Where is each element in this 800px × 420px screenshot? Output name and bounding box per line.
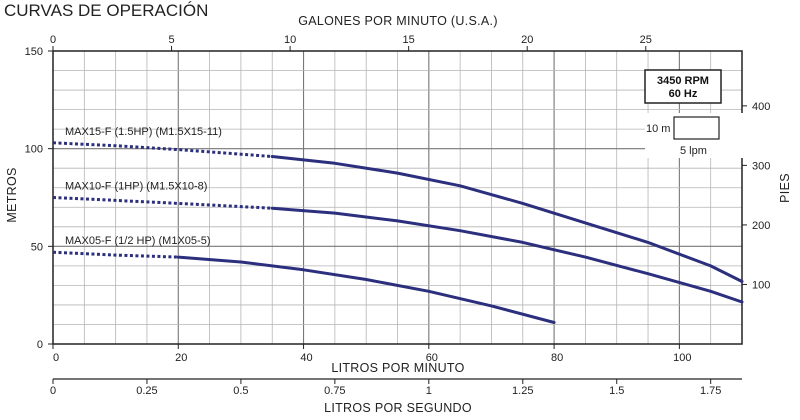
speed-box-frame [644,69,722,104]
left-axis-title: METROS [5,167,19,222]
curve-solid-1 [270,206,744,304]
curve-solid-0 [270,155,744,283]
bottom-tick-label: 20 [175,352,187,364]
scale-key-cell [673,116,720,140]
bottom-axis-ticks: 0 20 40 60 80 100 [52,344,692,364]
curve-dashed-2 [52,250,179,259]
curve-dashed-0 [52,141,273,158]
scale-key-horizontal: 5 lpm [680,145,707,157]
scale-key-vertical: 10 m [646,123,670,135]
left-tick-label: 100 [25,144,43,156]
series-label: MAX05-F (1/2 HP) (M1X05-5) [65,235,210,247]
bottom-tick-label: 60 [426,352,438,364]
lps-tick-label: 0.5 [233,385,248,397]
right-axis-ticks: 100 200 300 400 [742,101,770,291]
speed-hz: 60 Hz [669,88,698,100]
bottom-tick-label: 80 [551,352,563,364]
right-tick-label: 400 [752,101,770,113]
curve-solid-2 [176,255,556,324]
lps-tick-label: 1 [426,385,432,397]
lps-tick-label: 0.75 [324,385,345,397]
bottom-tick-label: 0 [53,352,59,364]
series-label: MAX15-F (1.5HP) (M1.5X15-11) [65,126,222,138]
chart-title: CURVAS DE OPERACIÓN [4,1,208,20]
right-tick-label: 300 [752,160,770,172]
bottom-axis-title: LITROS POR MINUTO [331,361,464,375]
top-tick-label: 20 [521,34,533,46]
bottom-tick-label: 40 [300,352,312,364]
speed-box: 3450 RPM 60 Hz [644,69,722,104]
series-label: MAX10-F (1HP) (M1.5X10-8) [65,181,207,193]
left-tick-label: 50 [31,241,43,253]
top-tick-label: 5 [168,34,174,46]
pump-curves: MAX15-F (1.5HP) (M1.5X15-11) MAX10-F (1HP… [52,126,744,324]
lps-tick-label: 1.75 [700,385,721,397]
lps-axis: 0 0.25 0.5 0.75 1 1.25 1.5 1.75 [50,378,742,397]
speed-rpm: 3450 RPM [657,75,709,87]
grid [53,51,742,344]
left-axis-ticks: 0 50 100 150 [25,46,53,351]
right-tick-label: 100 [752,279,770,291]
top-tick-label: 25 [640,34,652,46]
top-tick-label: 10 [284,34,296,46]
left-tick-label: 150 [25,46,43,58]
top-tick-label: 15 [403,34,415,46]
lps-axis-title: LITROS POR SEGUNDO [324,401,472,415]
curve-dashed-1 [52,196,273,210]
bottom-tick-label: 100 [673,352,691,364]
top-axis-title: GALONES POR MINUTO (U.S.A.) [298,14,498,28]
lps-tick-label: 0.25 [136,385,157,397]
right-tick-label: 200 [752,220,770,232]
left-tick-label: 0 [37,339,43,351]
lps-tick-label: 1.25 [512,385,533,397]
grid-scale-key: 10 m 5 lpm [645,113,745,158]
lps-tick-label: 0 [50,385,56,397]
lps-tick-label: 1.5 [609,385,624,397]
top-tick-label: 0 [50,34,56,46]
top-axis-ticks: 0 5 10 15 20 25 [50,34,652,51]
right-axis-title: PIES [778,173,792,203]
